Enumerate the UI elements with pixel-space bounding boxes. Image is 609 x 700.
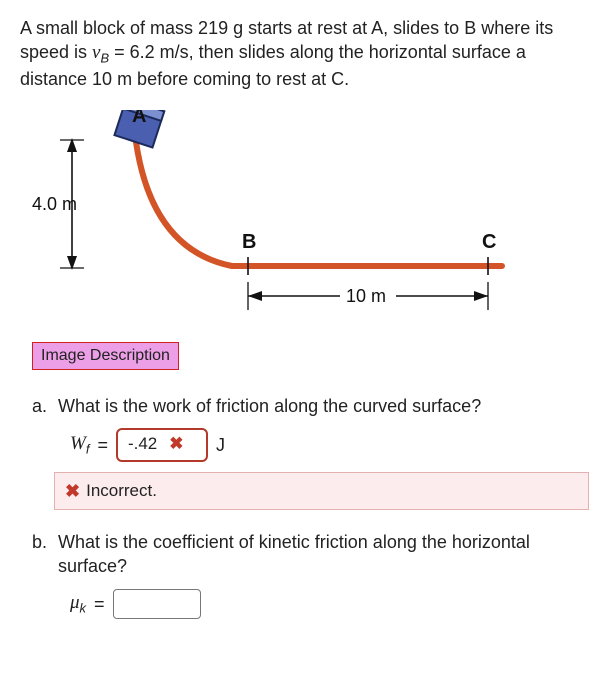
label-B: B <box>242 231 256 253</box>
vb-value: = 6.2 m/s <box>109 42 189 62</box>
part-a-entered-value: -.42 <box>128 433 157 456</box>
part-a-unit: J <box>216 433 225 457</box>
label-C: C <box>482 231 496 253</box>
eq-sign: = <box>97 433 108 457</box>
wrong-icon: ✖ <box>65 479 80 503</box>
part-b-equation: μk = <box>70 589 589 619</box>
dist-arrow-right <box>474 291 488 301</box>
part-b-question: What is the coefficient of kinetic frict… <box>58 530 589 579</box>
problem-statement: A small block of mass 219 g starts at re… <box>20 16 589 92</box>
eq-sign: = <box>94 592 105 616</box>
part-a-question: What is the work of friction along the c… <box>58 394 589 418</box>
image-description-button[interactable]: Image Description <box>32 342 179 370</box>
part-b-answer-input[interactable] <box>113 589 201 619</box>
mu-symbol: μ <box>70 592 80 613</box>
dist-arrow-left <box>248 291 262 301</box>
part-b-var: μk <box>70 590 86 617</box>
diagram-region: 4.0 m A B C 10 m Image Description <box>32 110 589 370</box>
vb-sub: B <box>100 51 109 66</box>
part-a-feedback: ✖ Incorrect. <box>54 472 589 510</box>
distance-label: 10 m <box>346 286 386 306</box>
part-b: What is the coefficient of kinetic frict… <box>52 530 589 619</box>
height-label: 4.0 m <box>32 194 77 214</box>
label-A: A <box>132 110 146 127</box>
part-a-var: Wf <box>70 431 89 458</box>
parts-list: What is the work of friction along the c… <box>20 394 589 619</box>
part-a-equation: Wf = -.42 ✖ J <box>70 428 589 462</box>
mu-sub: k <box>80 601 86 616</box>
part-a-answer-input[interactable]: -.42 ✖ <box>116 428 208 462</box>
wf-sub: f <box>86 442 90 457</box>
wrong-icon: ✖ <box>169 433 183 456</box>
physics-diagram: 4.0 m A B C 10 m <box>32 110 532 330</box>
feedback-text: Incorrect. <box>86 480 157 503</box>
part-a: What is the work of friction along the c… <box>52 394 589 511</box>
ramp-path <box>136 142 502 266</box>
wf-symbol: W <box>70 433 86 454</box>
